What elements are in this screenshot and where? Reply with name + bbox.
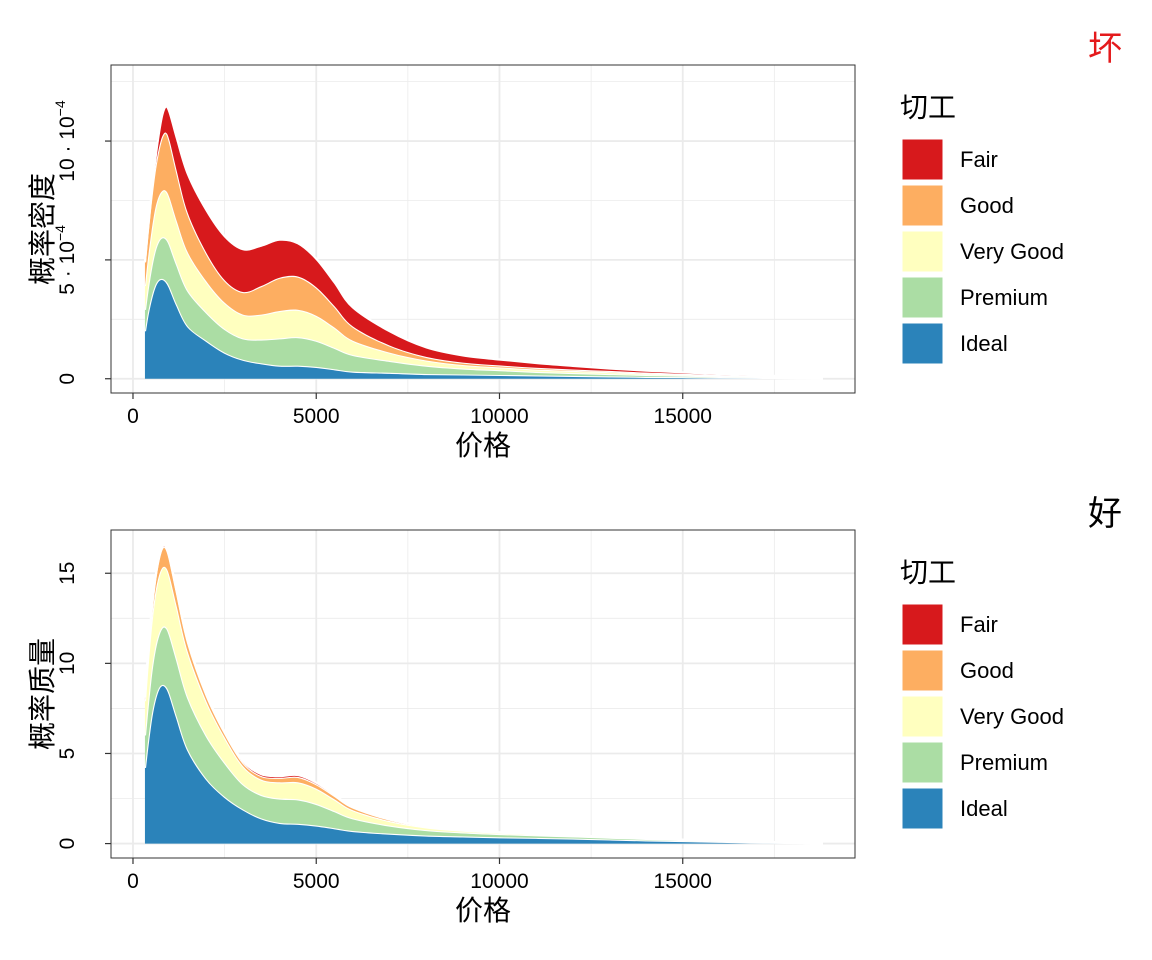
panel-good: 好 0 5000 10000 15000 0 5 10 15 价格 概率质量 切工 Fair… bbox=[26, 494, 1122, 927]
x-tick-label: 5000 bbox=[293, 405, 340, 428]
legend-key-ideal bbox=[901, 322, 944, 365]
legend-key-fair bbox=[901, 138, 944, 181]
legend-label-premium: Premium bbox=[960, 285, 1048, 310]
area-ideal bbox=[144, 278, 823, 379]
y-axis-title: 概率密度 bbox=[26, 173, 59, 285]
area-very-good bbox=[144, 190, 823, 379]
legend-key-premium bbox=[901, 276, 944, 319]
y-tick-label-base: 15 bbox=[56, 562, 79, 585]
area-fair bbox=[144, 106, 823, 379]
panel-tag-good: 好 bbox=[1088, 494, 1122, 534]
area-outline-fair bbox=[143, 105, 823, 380]
legend-key-good bbox=[901, 649, 944, 692]
legend-label-premium: Premium bbox=[960, 750, 1048, 775]
y-axis: 0 5 10 15 bbox=[56, 562, 111, 850]
legend-label-good: Good bbox=[960, 658, 1014, 683]
legend-key-good bbox=[901, 184, 944, 227]
legend-key-fair bbox=[901, 603, 944, 646]
x-tick-label: 10000 bbox=[470, 405, 528, 428]
plot-border bbox=[110, 529, 856, 859]
legend-key-ideal bbox=[901, 787, 944, 830]
y-tick-label-base: 5 · 10 bbox=[56, 241, 79, 295]
legend-key-very-good bbox=[901, 230, 944, 273]
y-tick-label-base: 10 bbox=[56, 652, 79, 675]
y-tick-label: 10 · 10−4 bbox=[52, 100, 79, 182]
x-axis: 0 5000 10000 15000 bbox=[127, 858, 712, 893]
legend-label-ideal: Ideal bbox=[960, 796, 1008, 821]
x-tick-label: 5000 bbox=[293, 870, 340, 893]
stacked-areas bbox=[143, 544, 823, 845]
area-outline-fair bbox=[143, 544, 823, 845]
x-axis-title: 价格 bbox=[455, 894, 511, 927]
y-tick-label: 5 bbox=[56, 748, 79, 760]
y-tick-label: 0 bbox=[56, 373, 79, 385]
legend-label-fair: Fair bbox=[960, 612, 998, 637]
area-premium bbox=[144, 237, 823, 379]
legend-key-very-good bbox=[901, 695, 944, 738]
y-tick-label: 5 · 10−4 bbox=[52, 225, 79, 295]
panel-tag-bad: 坏 bbox=[1088, 29, 1122, 69]
plot-area bbox=[110, 529, 856, 859]
x-tick-label: 15000 bbox=[654, 870, 712, 893]
x-tick-label: 10000 bbox=[470, 870, 528, 893]
x-tick-label: 15000 bbox=[654, 405, 712, 428]
y-tick-label-base: 0 bbox=[56, 373, 79, 385]
x-axis-title: 价格 bbox=[455, 429, 511, 462]
legend-label-fair: Fair bbox=[960, 147, 998, 172]
legend-label-good: Good bbox=[960, 193, 1014, 218]
plot-border bbox=[110, 64, 856, 394]
y-tick-label-exponent: −4 bbox=[52, 100, 68, 116]
y-tick-label: 15 bbox=[56, 562, 79, 585]
y-tick-label-base: 10 · 10 bbox=[56, 116, 79, 181]
y-tick-label-base: 0 bbox=[56, 838, 79, 850]
x-tick-label: 0 bbox=[127, 870, 139, 893]
stacked-areas bbox=[143, 105, 823, 380]
y-tick-label: 0 bbox=[56, 838, 79, 850]
y-tick-label-exponent: −4 bbox=[52, 225, 68, 241]
y-tick-label-base: 5 bbox=[56, 748, 79, 760]
legend-label-very-good: Very Good bbox=[960, 239, 1064, 264]
panel-bad: 坏 0 5000 10000 15000 05 · 10−410 · 10−4 价格 … bbox=[26, 29, 1122, 462]
legend: 切工 Fair Good Very Good Premium Ideal bbox=[900, 91, 1064, 365]
y-tick-label: 10 bbox=[56, 652, 79, 675]
legend-title: 切工 bbox=[900, 91, 956, 124]
legend-label-ideal: Ideal bbox=[960, 331, 1008, 356]
x-tick-label: 0 bbox=[127, 405, 139, 428]
y-axis-title: 概率质量 bbox=[26, 638, 59, 750]
legend-title: 切工 bbox=[900, 556, 956, 589]
legend-label-very-good: Very Good bbox=[960, 704, 1064, 729]
legend: 切工 Fair Good Very Good Premium Ideal bbox=[900, 556, 1064, 830]
area-ideal bbox=[144, 684, 823, 844]
y-axis: 05 · 10−410 · 10−4 bbox=[52, 100, 111, 385]
legend-key-premium bbox=[901, 741, 944, 784]
plot-area bbox=[110, 64, 856, 394]
x-axis: 0 5000 10000 15000 bbox=[127, 393, 712, 428]
